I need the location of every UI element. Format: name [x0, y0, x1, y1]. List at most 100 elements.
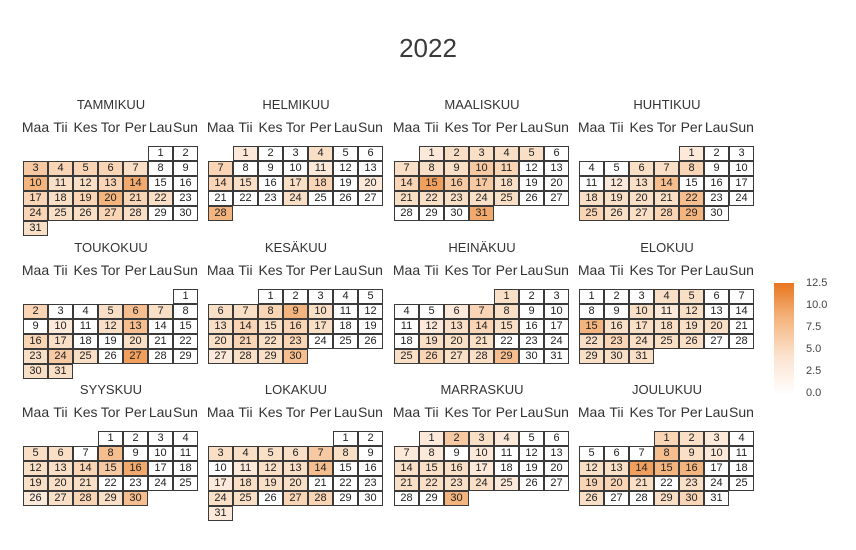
day-number: 9	[613, 305, 620, 317]
weekday-label: Lau	[704, 262, 729, 278]
weekday-label: Per	[495, 119, 518, 135]
day-cell	[258, 319, 283, 334]
weekday-label: Sun	[729, 404, 754, 420]
day-cell	[283, 304, 308, 319]
day-cell	[258, 161, 283, 176]
month-panel: ELOKUU Maa Tii Kes Tor Per Lau Sun 1 2 3 4 5 6 7 8 9 10 11…	[578, 240, 755, 390]
weekday-label: Kes	[629, 404, 654, 420]
day-number: 3	[738, 147, 745, 159]
day-number: 20	[104, 192, 117, 204]
weekday-label: Tor	[285, 119, 306, 135]
day-number: 20	[610, 477, 623, 489]
day-number: 19	[610, 192, 623, 204]
day-number: 27	[550, 192, 563, 204]
day-number: 20	[289, 477, 302, 489]
day-cell	[208, 206, 233, 221]
day-cell	[419, 146, 444, 161]
day-number: 12	[525, 447, 538, 459]
day-cell	[629, 176, 654, 191]
day-number: 5	[528, 147, 535, 159]
day-number: 30	[29, 365, 42, 377]
day-number: 1	[428, 432, 435, 444]
day-number: 23	[179, 192, 192, 204]
day-cell	[704, 176, 729, 191]
day-number: 15	[264, 320, 277, 332]
day-cell	[579, 161, 604, 176]
weekday-label: Lau	[148, 404, 173, 420]
day-cell	[654, 206, 679, 221]
month-panel: HUHTIKUU Maa Tii Kes Tor Per Lau Sun 1 2 3 4 5 6 7 8 9 10…	[578, 97, 755, 247]
day-cell	[208, 506, 233, 521]
weekday-label: Sun	[544, 262, 569, 278]
day-cell	[469, 476, 494, 491]
day-cell	[123, 206, 148, 221]
day-cell	[148, 476, 173, 491]
day-cell	[629, 491, 654, 506]
day-number: 26	[29, 492, 42, 504]
day-cell	[444, 304, 469, 319]
day-cell	[98, 176, 123, 191]
day-cell	[629, 304, 654, 319]
day-number: 16	[525, 320, 538, 332]
weekday-label: Tor	[656, 119, 677, 135]
day-cell	[73, 161, 98, 176]
day-number: 22	[179, 335, 192, 347]
day-cell	[469, 461, 494, 476]
day-cell	[173, 446, 198, 461]
day-cell	[704, 476, 729, 491]
day-number: 29	[339, 492, 352, 504]
day-cell	[358, 289, 383, 304]
day-cell	[444, 161, 469, 176]
day-number: 9	[292, 305, 299, 317]
day-cell	[704, 491, 729, 506]
day-number: 1	[588, 290, 595, 302]
day-cell	[98, 191, 123, 206]
day-cell	[604, 289, 629, 304]
day-number: 20	[129, 335, 142, 347]
day-cell	[233, 161, 258, 176]
day-cell	[419, 491, 444, 506]
day-cell	[469, 349, 494, 364]
day-cell	[679, 289, 704, 304]
day-number: 5	[588, 447, 595, 459]
day-number: 27	[104, 207, 117, 219]
weekday-label: Tii	[238, 262, 253, 278]
day-number: 15	[154, 177, 167, 189]
weekday-label: Kes	[629, 262, 654, 278]
day-cell	[544, 191, 569, 206]
day-cell	[98, 319, 123, 334]
day-number: 7	[242, 305, 249, 317]
day-cell	[604, 461, 629, 476]
day-number: 15	[425, 177, 438, 189]
day-cell	[519, 176, 544, 191]
day-number: 8	[663, 447, 670, 459]
day-number: 28	[239, 350, 252, 362]
day-number: 19	[264, 477, 277, 489]
day-number: 26	[104, 350, 117, 362]
day-cell	[519, 304, 544, 319]
day-cell	[333, 476, 358, 491]
day-cell	[48, 161, 73, 176]
weekday-label: Maa	[206, 404, 235, 420]
day-cell	[358, 176, 383, 191]
day-cell	[258, 146, 283, 161]
day-number: 8	[242, 162, 249, 174]
day-cell	[308, 476, 333, 491]
day-cell	[333, 491, 358, 506]
day-cell	[208, 491, 233, 506]
day-number: 1	[688, 147, 695, 159]
day-cell	[629, 461, 654, 476]
day-number: 25	[239, 492, 252, 504]
weekday-label: Lau	[519, 404, 544, 420]
legend-tick-label: 5.0	[806, 343, 822, 355]
weekday-label: Tor	[100, 404, 121, 420]
day-number: 13	[104, 177, 117, 189]
day-cell	[208, 334, 233, 349]
day-number: 21	[475, 335, 488, 347]
day-cell	[544, 161, 569, 176]
day-cell	[233, 176, 258, 191]
day-number: 17	[635, 320, 648, 332]
weekday-label: Lau	[333, 119, 358, 135]
day-cell	[173, 431, 198, 446]
day-number: 29	[425, 492, 438, 504]
